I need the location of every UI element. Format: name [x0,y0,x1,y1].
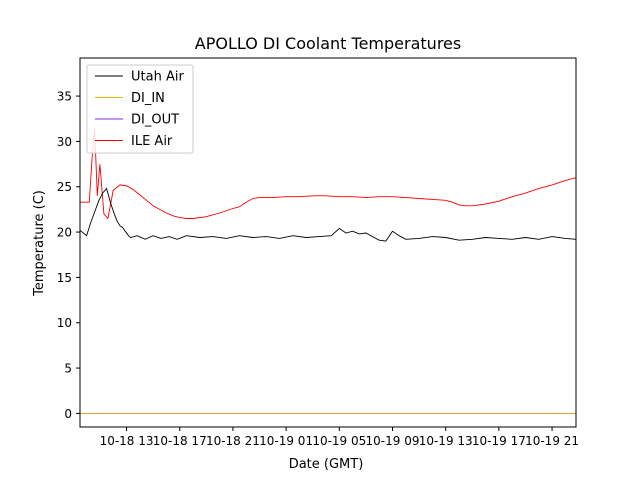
series-line-utah-air [79,187,577,242]
legend-label-di-out: DI_OUT [131,113,179,128]
x-axis: 10-18 13 10-18 17 10-18 21 10-19 01 10-19 05… [100,427,579,448]
x-tick-label: 10-19 09 [366,434,420,448]
y-tick-label: 5 [64,362,72,376]
legend-label-utah-air: Utah Air [131,70,184,85]
x-tick-label: 10-18 17 [153,434,207,448]
legend-label-ile-air: ILE Air [131,134,173,149]
y-tick-label: 10 [57,316,72,330]
y-tick-label: 0 [64,407,72,421]
chart-title: APOLLO DI Coolant Temperatures [195,34,461,53]
x-tick-label: 10-19 17 [472,434,526,448]
legend-frame [86,64,194,154]
y-axis: 0 5 10 15 20 25 30 35 [57,90,80,421]
series-line-ile-air [80,127,577,220]
legend-label-di-in: DI_IN [131,91,165,106]
x-tick-label: 10-19 13 [419,434,473,448]
legend: Utah Air DI_IN DI_OUT ILE Air [86,64,194,154]
y-tick-label: 30 [57,135,72,149]
x-axis-label: Date (GMT) [289,457,364,472]
series-layer [79,127,577,414]
y-axis-label: Temperature (C) [32,190,47,297]
x-tick-label: 10-19 21 [525,434,579,448]
y-tick-label: 20 [57,226,72,240]
x-tick-label: 10-18 13 [100,434,154,448]
y-tick-label: 35 [57,90,72,104]
x-tick-label: 10-19 01 [259,434,313,448]
x-tick-label: 10-19 05 [312,434,366,448]
y-tick-label: 25 [57,180,72,194]
plot-frame [79,57,577,428]
x-tick-label: 10-18 21 [206,434,260,448]
y-tick-label: 15 [57,271,72,285]
